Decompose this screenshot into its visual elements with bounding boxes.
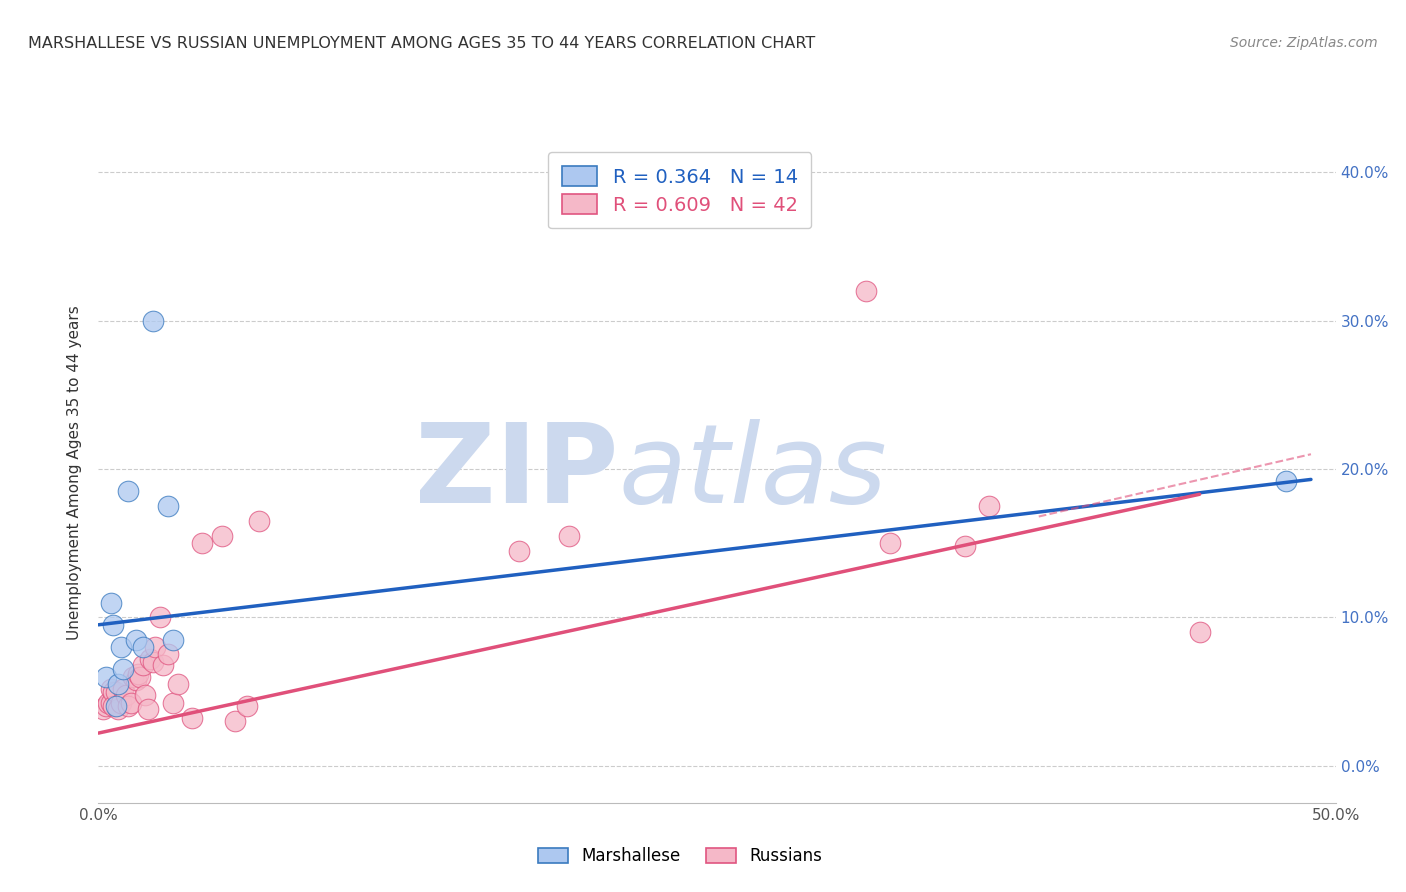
Point (100, 697, 122, 711)
Point (508, 543, 530, 558)
Point (124, 632, 146, 647)
Point (103, 699, 125, 714)
Point (166, 677, 188, 691)
Point (100, 596, 122, 610)
Point (94, 670, 117, 684)
Point (107, 677, 129, 691)
Point (110, 697, 132, 711)
Point (103, 617, 125, 632)
Point (247, 514, 270, 528)
Point (1188, 625, 1211, 640)
Text: atlas: atlas (619, 419, 887, 526)
Point (149, 610, 172, 624)
Point (855, 284, 877, 298)
Point (557, 529, 579, 543)
Point (124, 673, 146, 687)
Point (110, 640, 132, 654)
Point (117, 484, 139, 499)
Point (100, 681, 122, 696)
Point (129, 670, 152, 684)
Point (162, 697, 184, 711)
Point (879, 536, 901, 550)
Point (132, 640, 155, 654)
Point (122, 670, 145, 684)
Point (1275, 474, 1298, 488)
Point (181, 711, 204, 725)
Point (224, 714, 246, 729)
Point (132, 657, 155, 672)
Point (152, 657, 174, 672)
Point (979, 499, 1001, 513)
Point (156, 648, 179, 662)
Y-axis label: Unemployment Among Ages 35 to 44 years: Unemployment Among Ages 35 to 44 years (67, 305, 83, 640)
Point (143, 640, 166, 654)
Point (103, 684, 125, 698)
Point (107, 702, 129, 716)
Legend: Marshallese, Russians: Marshallese, Russians (530, 839, 830, 873)
Point (953, 539, 976, 553)
Point (117, 699, 139, 714)
Point (127, 666, 149, 681)
Point (139, 652, 162, 666)
Point (142, 655, 165, 669)
Text: Source: ZipAtlas.com: Source: ZipAtlas.com (1230, 36, 1378, 50)
Point (112, 662, 135, 676)
Point (94, 699, 117, 714)
Point (104, 699, 127, 714)
Point (104, 684, 127, 698)
Point (93, 702, 115, 716)
Point (236, 699, 259, 714)
Point (191, 536, 214, 550)
Point (134, 688, 156, 702)
Point (114, 688, 136, 702)
Point (97, 697, 120, 711)
Point (142, 314, 165, 328)
Point (162, 632, 184, 647)
Point (156, 499, 179, 513)
Text: ZIP: ZIP (415, 419, 619, 526)
Point (120, 697, 142, 711)
Text: MARSHALLESE VS RUSSIAN UNEMPLOYMENT AMONG AGES 35 TO 44 YEARS CORRELATION CHART: MARSHALLESE VS RUSSIAN UNEMPLOYMENT AMON… (28, 36, 815, 51)
Point (136, 702, 159, 716)
Point (112, 681, 135, 696)
Point (211, 529, 233, 543)
